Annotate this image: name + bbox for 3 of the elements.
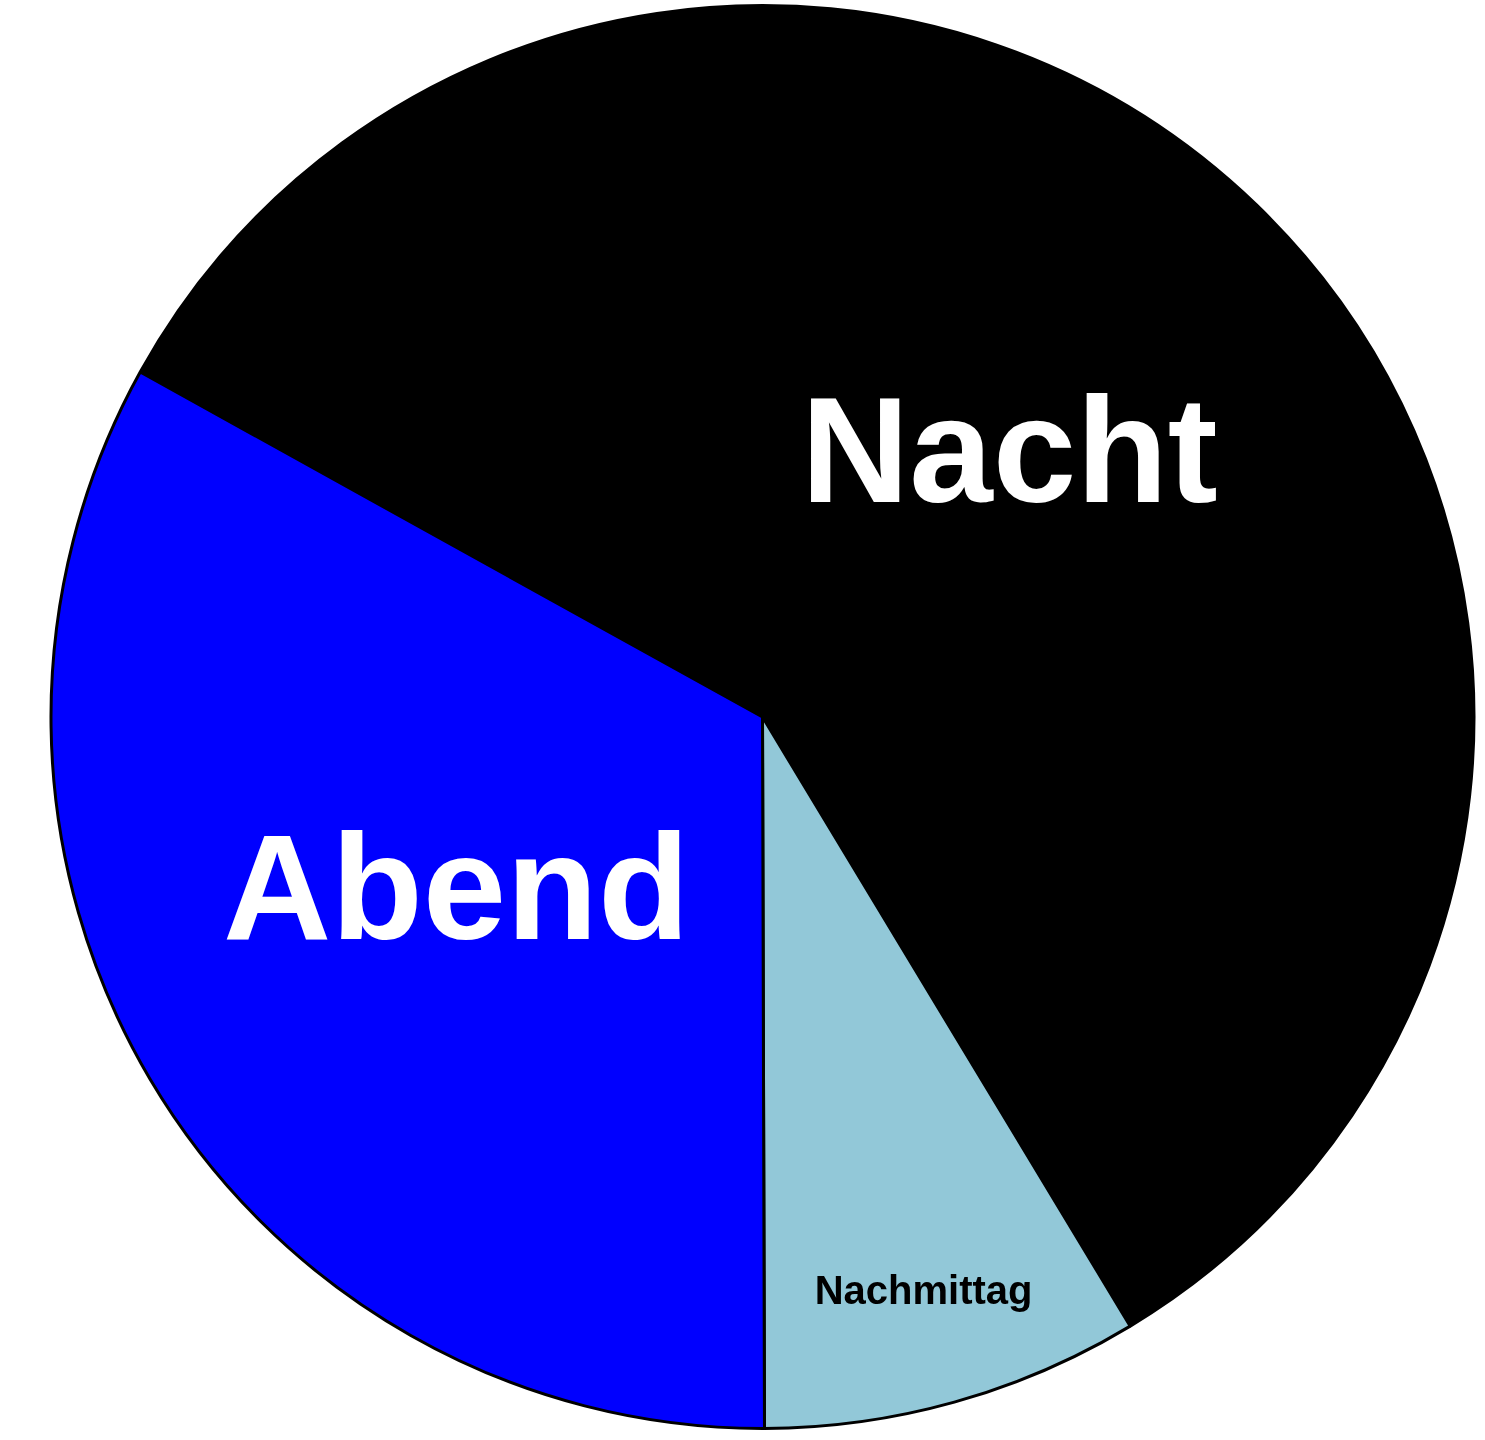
- slice-label: Abend: [222, 803, 690, 972]
- slice-label: Nacht: [800, 366, 1218, 535]
- slice-label: Nachmittag: [814, 1267, 1033, 1312]
